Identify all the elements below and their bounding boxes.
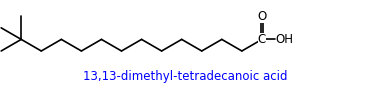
Text: 13,13-dimethyl-tetradecanoic acid: 13,13-dimethyl-tetradecanoic acid <box>83 70 288 83</box>
Text: OH: OH <box>276 33 294 46</box>
Text: O: O <box>257 10 267 23</box>
Text: C: C <box>258 33 266 46</box>
